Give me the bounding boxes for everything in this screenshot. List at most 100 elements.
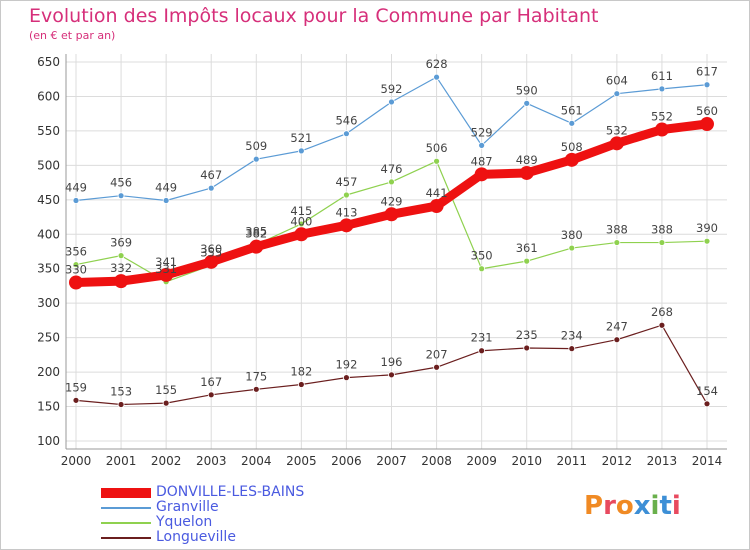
data-label: 231 [471,331,493,345]
y-tick-label: 200 [37,365,60,379]
data-label: 489 [516,153,538,167]
data-label: 415 [290,204,312,218]
data-label: 532 [606,123,628,137]
x-tick-label: 2001 [106,454,137,468]
data-label: 356 [65,245,87,259]
data-point [72,197,80,204]
data-point [207,391,215,399]
data-point [519,165,534,180]
data-label: 196 [381,355,403,369]
data-label: 192 [335,358,357,372]
y-tick-label: 550 [37,124,60,138]
data-point [72,261,80,268]
y-tick-label: 650 [37,55,60,69]
data-point [162,399,170,407]
data-point [658,85,666,93]
data-label: 234 [561,329,583,343]
chart-subtitle: (en € et par an) [29,29,116,42]
data-point [433,363,440,371]
data-label: 361 [516,241,538,255]
data-point [703,81,711,89]
data-point [162,197,170,204]
y-tick-label: 450 [37,193,60,207]
legend-item: Longueville [101,529,401,545]
x-tick-label: 2006 [331,454,362,468]
data-label: 400 [290,214,312,228]
chart-title: Evolution des Impôts locaux pour la Comm… [29,5,599,27]
x-tick-label: 2007 [376,454,407,468]
data-label: 207 [426,347,448,361]
data-label: 617 [696,65,718,79]
data-label: 611 [651,69,673,83]
x-tick-label: 2000 [61,454,92,468]
legend-label: DONVILLE-LES-BAINS [156,484,305,500]
legend-item: Granville [101,499,401,515]
data-point [117,401,125,408]
data-point [478,347,486,355]
data-point [297,147,305,155]
data-point [252,385,260,393]
legend-item: DONVILLE-LES-BAINS [101,484,401,500]
data-label: 552 [651,110,673,124]
data-point [294,227,309,242]
data-label: 331 [155,262,177,276]
data-label: 369 [110,236,132,250]
data-point [700,117,714,132]
y-tick-label: 400 [37,227,60,241]
data-label: 235 [516,328,538,342]
x-tick-label: 2003 [196,454,227,468]
x-tick-label: 2011 [557,454,588,468]
data-label: 268 [651,305,673,319]
data-label: 604 [606,74,628,88]
data-point [613,336,621,344]
data-point [568,119,576,127]
data-label: 546 [335,114,357,128]
data-point [703,237,711,245]
x-tick-label: 2008 [421,454,452,468]
data-point [117,252,125,260]
data-label: 561 [561,103,583,117]
series-layer [69,73,714,408]
legend-label: Yquelon [156,514,213,530]
data-label: 182 [290,364,312,378]
legend-swatch [101,488,151,498]
legend-swatch [101,507,151,509]
data-label: 153 [110,384,132,398]
x-tick-label: 2002 [151,454,182,468]
y-tick-label: 600 [37,89,60,103]
data-point [703,400,711,408]
data-label: 155 [155,383,177,397]
data-label: 449 [65,181,87,195]
data-point [343,130,350,138]
legend-label: Granville [156,499,219,515]
data-label: 388 [606,223,628,237]
y-tick-label: 100 [37,434,60,448]
data-point [429,199,444,214]
y-tick-label: 250 [37,331,60,345]
data-point [297,381,305,388]
data-label: 487 [471,154,493,168]
data-label: 388 [651,223,673,237]
data-label: 355 [200,245,222,259]
legend-swatch [101,537,151,539]
data-label: 332 [110,261,132,275]
data-point [568,345,576,353]
x-tick-label: 2005 [286,454,317,468]
data-point [384,207,399,222]
data-point [523,99,531,107]
x-tick-label: 2010 [511,454,542,468]
y-tick-label: 500 [37,158,60,172]
data-point [658,321,666,329]
data-point [609,136,624,151]
data-point [474,167,489,182]
data-label: 628 [426,57,448,71]
data-label: 560 [696,104,718,118]
data-point [654,122,669,137]
data-point [613,90,621,98]
data-point [568,244,576,252]
data-point [478,265,486,273]
data-point [72,396,80,404]
data-point [207,184,215,192]
data-label: 385 [245,225,267,239]
